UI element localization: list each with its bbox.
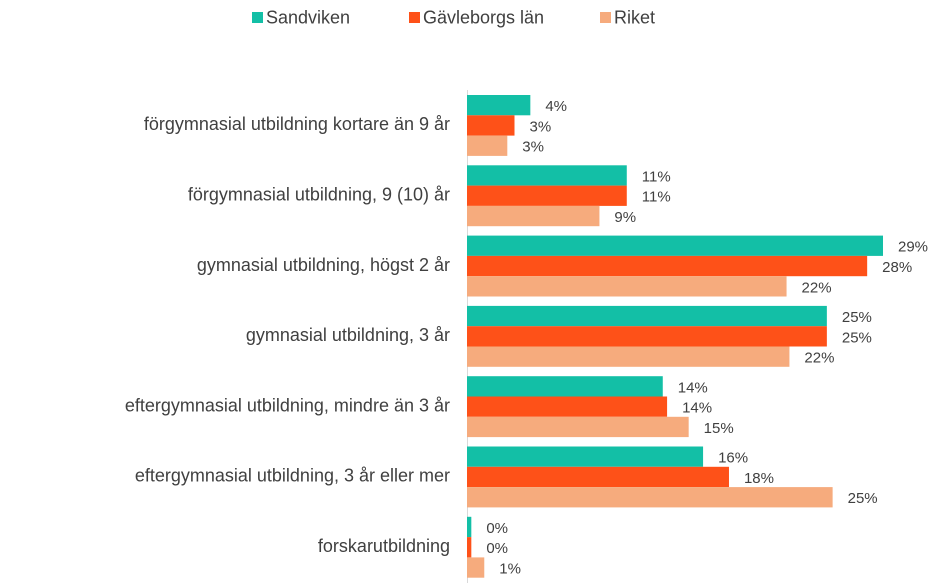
- bar: [467, 135, 508, 156]
- value-label: 3%: [522, 139, 544, 156]
- category-label: förgymnasial utbildning kortare än 9 år: [144, 114, 450, 134]
- legend-swatch: [600, 12, 611, 23]
- value-label: 11%: [642, 168, 671, 185]
- bar: [467, 326, 827, 347]
- bar: [467, 305, 827, 327]
- value-label: 16%: [718, 450, 748, 467]
- category-label: gymnasial utbildning, högst 2 år: [197, 255, 450, 275]
- value-label: 22%: [802, 279, 832, 296]
- value-label: 25%: [842, 329, 872, 346]
- legend-label: Riket: [614, 7, 655, 27]
- category-label: forskarutbildning: [318, 536, 450, 556]
- category-label: gymnasial utbildning, 3 år: [246, 325, 450, 345]
- value-label: 11%: [642, 189, 671, 206]
- bar: [467, 376, 663, 397]
- legend-label: Sandviken: [266, 7, 350, 27]
- bar: [467, 255, 868, 277]
- category-label: eftergymnasial utbildning, 3 år eller me…: [135, 466, 450, 486]
- value-label: 25%: [848, 490, 878, 507]
- bar: [467, 516, 472, 538]
- value-label: 1%: [499, 561, 521, 578]
- bar: [467, 346, 790, 367]
- legend-swatch: [252, 12, 263, 23]
- category-label: eftergymnasial utbildning, mindre än 3 å…: [125, 395, 450, 415]
- bar: [467, 115, 515, 136]
- bar: [467, 235, 883, 256]
- value-label: 15%: [704, 420, 734, 437]
- value-label: 29%: [898, 239, 928, 256]
- bar: [467, 487, 833, 508]
- value-label: 0%: [486, 520, 508, 537]
- bar: [467, 185, 627, 206]
- value-label: 28%: [882, 259, 912, 276]
- value-label: 25%: [842, 309, 872, 326]
- bar: [467, 205, 600, 227]
- bar: [467, 396, 668, 417]
- category-label: förgymnasial utbildning, 9 (10) år: [188, 185, 450, 205]
- value-label: 4%: [545, 98, 567, 115]
- bar: [467, 557, 485, 578]
- value-label: 14%: [678, 379, 708, 396]
- value-label: 18%: [744, 470, 774, 487]
- legend-label: Gävleborgs län: [423, 7, 544, 27]
- value-label: 9%: [614, 209, 636, 226]
- bar: [467, 416, 689, 438]
- bar: [467, 466, 729, 488]
- bar: [467, 95, 531, 116]
- bar: [467, 276, 787, 297]
- bar: [467, 537, 472, 558]
- legend-swatch: [409, 12, 420, 23]
- bar: [467, 165, 627, 186]
- bar: [467, 446, 704, 467]
- value-label: 0%: [486, 540, 508, 557]
- value-label: 3%: [530, 118, 552, 135]
- value-label: 14%: [682, 400, 712, 417]
- value-label: 22%: [804, 350, 834, 367]
